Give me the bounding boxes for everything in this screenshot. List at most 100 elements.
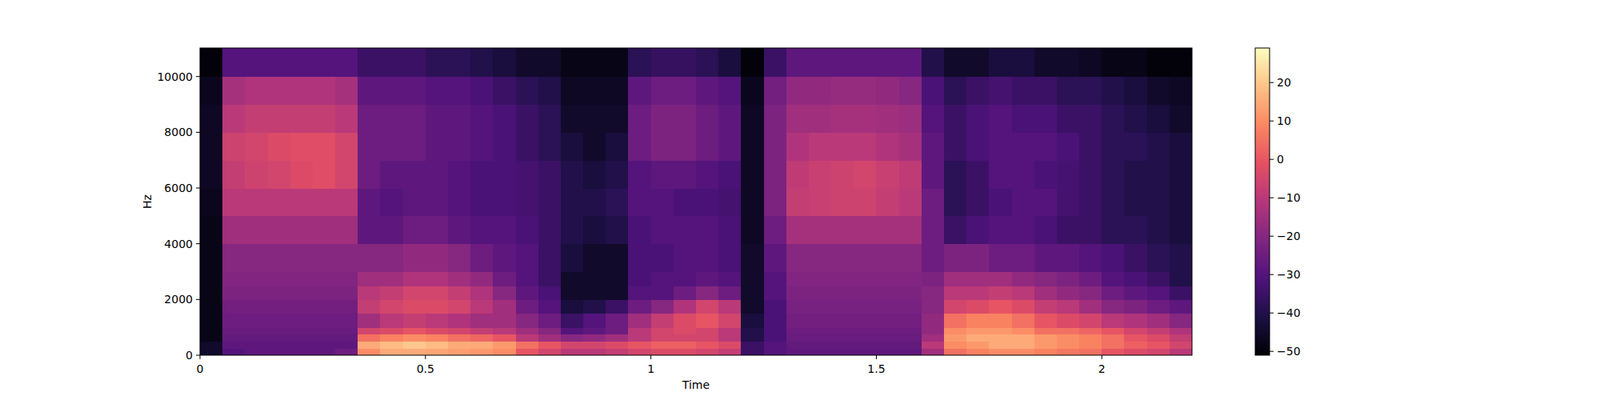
cell [944,313,968,328]
cell [222,188,246,216]
cell [1147,299,1171,314]
cell [335,76,359,105]
cell [1147,327,1171,335]
cell [380,299,404,314]
cell [651,48,675,77]
cell [696,160,720,188]
cell [583,160,607,188]
cell [1101,132,1125,160]
cell [1079,76,1103,105]
cell [808,313,832,328]
cell [673,299,697,314]
cell [425,188,449,216]
cell [583,188,607,216]
cell [1169,272,1192,287]
cell [268,48,292,77]
cell [876,188,900,216]
cell [403,327,427,335]
cell [740,341,764,349]
cell [988,272,1012,287]
cell [290,216,314,244]
cell [808,48,832,77]
cell [1147,285,1171,300]
cell [357,104,381,133]
cell [200,348,224,356]
cell [403,299,427,314]
cell [651,348,675,356]
cell [876,299,900,314]
cell [357,299,381,314]
cell [988,160,1012,188]
cell [921,216,945,244]
cell [492,48,516,77]
cell [290,334,314,342]
figure: 00.511.520200040006000800010000TimeHz201… [0,0,1600,400]
cell [1169,132,1192,160]
cell [560,48,584,77]
cell [921,244,945,272]
cell [380,216,404,244]
cell [876,104,900,133]
cell [290,188,314,216]
cell [808,334,832,342]
cell [448,334,472,342]
cell [380,341,404,349]
cell [268,188,292,216]
x-tick [650,355,652,360]
x-tick-label: 1 [647,362,655,376]
cell [1147,348,1171,356]
cell [1079,48,1103,77]
x-axis-label: Time [681,378,710,392]
cell [808,272,832,287]
y-tick [196,188,200,189]
cell [786,334,810,342]
cell [403,244,427,272]
cell [335,327,359,335]
cell [876,160,900,188]
cell [921,272,945,287]
cell [853,334,877,342]
cell [1101,244,1125,272]
cell [222,48,246,77]
cell [1012,341,1036,349]
cell [740,272,764,287]
cell [1147,272,1171,287]
y-tick-label: 4000 [164,237,193,251]
cell [921,299,945,314]
cell [988,244,1012,272]
cell [357,216,381,244]
cell [899,76,923,105]
cell [1169,348,1192,356]
cell [853,132,877,160]
cell [1169,334,1192,342]
cell [876,348,900,356]
cell [786,104,810,133]
cell [673,188,697,216]
cell [448,216,472,244]
cell [470,299,494,314]
cell [966,334,990,342]
y-tick-label: 10000 [156,70,193,84]
cell [560,244,584,272]
cell [516,188,540,216]
cell [1012,244,1036,272]
cell [605,299,629,314]
cell [290,348,314,356]
cell [425,348,449,356]
cell [740,216,764,244]
colorbar-tick [1269,351,1274,352]
cell [403,313,427,328]
cell [988,188,1012,216]
cell [605,313,629,328]
cell [538,285,562,300]
cell [538,216,562,244]
cell [628,76,652,105]
cell [1034,272,1058,287]
cell [312,48,336,77]
cell [200,334,224,342]
cell [1101,272,1125,287]
cell [492,348,516,356]
cell [876,48,900,77]
cell [470,285,494,300]
cell [357,160,381,188]
